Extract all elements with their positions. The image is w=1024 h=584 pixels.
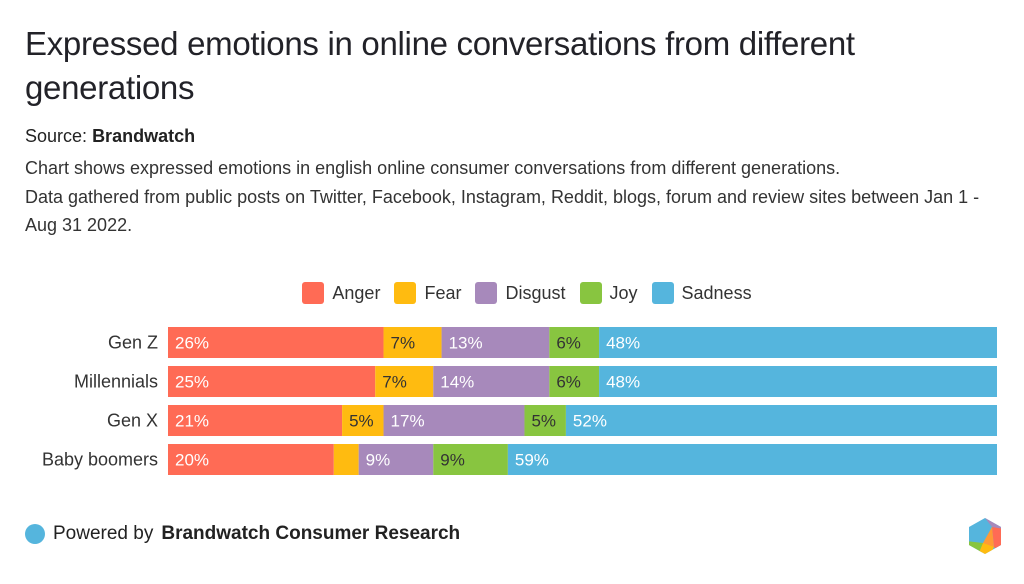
bar-segment-fear[interactable] bbox=[383, 327, 442, 358]
bar-segment-anger[interactable] bbox=[168, 444, 334, 475]
data-label: 21% bbox=[175, 412, 209, 431]
data-label: 52% bbox=[573, 412, 607, 431]
hexagon-logo-icon bbox=[969, 518, 1001, 554]
legend-label: Anger bbox=[332, 282, 381, 303]
bar-segment-fear[interactable] bbox=[342, 405, 384, 436]
data-label: 48% bbox=[606, 334, 640, 353]
legend-label: Joy bbox=[609, 282, 638, 303]
chart-title: Expressed emotions in online conversatio… bbox=[25, 25, 855, 106]
bar-segment-fear[interactable] bbox=[333, 444, 359, 475]
bar-segment-joy[interactable] bbox=[549, 366, 600, 397]
data-label: 13% bbox=[449, 334, 483, 353]
data-label: 6% bbox=[556, 373, 581, 392]
legend-item-sadness[interactable]: Sadness bbox=[651, 282, 752, 304]
bar-segment-sadness[interactable] bbox=[599, 366, 997, 397]
legend-swatch bbox=[475, 282, 498, 304]
description-line: Chart shows expressed emotions in englis… bbox=[25, 158, 841, 178]
data-label: 26% bbox=[175, 334, 209, 353]
data-label: 9% bbox=[366, 451, 391, 470]
bar-segment-joy[interactable] bbox=[433, 444, 508, 475]
brand-dot-icon bbox=[25, 524, 45, 544]
legend-item-disgust[interactable]: Disgust bbox=[475, 282, 566, 304]
legend-swatch bbox=[651, 282, 674, 304]
powered-name: Brandwatch Consumer Research bbox=[161, 523, 461, 544]
data-label: 5% bbox=[349, 412, 374, 431]
chart-legend: Anger Fear Disgust Joy Sadness bbox=[0, 282, 1024, 304]
data-label: 20% bbox=[175, 451, 209, 470]
bar-segment-disgust[interactable] bbox=[433, 366, 550, 397]
data-label: 7% bbox=[391, 334, 416, 353]
bar-segment-anger[interactable] bbox=[168, 327, 384, 358]
bar-segment-sadness[interactable] bbox=[599, 327, 997, 358]
data-label: 59% bbox=[515, 451, 549, 470]
source-line: Source: Brandwatch bbox=[25, 124, 195, 148]
chart-description: Chart shows expressed emotions in englis… bbox=[25, 154, 1015, 240]
data-label: 17% bbox=[391, 412, 425, 431]
bar-row: Millennials 25% 7% 14% 6% 48% bbox=[74, 366, 997, 397]
bar-segment-fear[interactable] bbox=[375, 366, 434, 397]
legend-swatch bbox=[394, 282, 417, 304]
legend-item-anger[interactable]: Anger bbox=[302, 282, 380, 304]
category-label: Gen Z bbox=[108, 333, 158, 353]
bar-row: Gen X 21% 5% 17% 5% 52% bbox=[107, 405, 997, 436]
category-label: Gen X bbox=[107, 411, 158, 431]
bar-segment-sadness[interactable] bbox=[507, 444, 997, 475]
bar-segment-disgust[interactable] bbox=[358, 444, 434, 475]
data-label: 14% bbox=[440, 373, 474, 392]
legend-swatch bbox=[579, 282, 602, 304]
footer: Powered by Brandwatch Consumer Research bbox=[25, 523, 460, 545]
legend-label: Sadness bbox=[681, 282, 752, 303]
bar-segment-disgust[interactable] bbox=[441, 327, 550, 358]
legend-item-joy[interactable]: Joy bbox=[579, 282, 638, 304]
data-label: 5% bbox=[531, 412, 556, 431]
bar-segment-joy[interactable] bbox=[549, 327, 600, 358]
legend-swatch bbox=[302, 282, 325, 304]
data-label: 7% bbox=[382, 373, 407, 392]
bar-row: Baby boomers 20% 9% 9% 59% bbox=[42, 444, 997, 475]
bar-segment-disgust[interactable] bbox=[383, 405, 525, 436]
description-line: Data gathered from public posts on Twitt… bbox=[25, 186, 980, 236]
source-prefix: Source: bbox=[25, 126, 88, 146]
data-label: 9% bbox=[440, 451, 465, 470]
bar-segment-joy[interactable] bbox=[524, 405, 566, 436]
category-label: Baby boomers bbox=[42, 450, 158, 470]
category-label: Millennials bbox=[74, 372, 158, 392]
legend-label: Disgust bbox=[505, 282, 566, 303]
data-label: 48% bbox=[606, 373, 640, 392]
bar-segment-sadness[interactable] bbox=[565, 405, 997, 436]
data-label: 25% bbox=[175, 373, 209, 392]
bar-row: Gen Z 26% 7% 13% 6% 48% bbox=[108, 327, 997, 358]
source-name: Brandwatch bbox=[92, 126, 196, 146]
bar-segment-anger[interactable] bbox=[168, 405, 343, 436]
legend-label: Fear bbox=[424, 282, 462, 303]
powered-prefix: Powered by bbox=[53, 523, 154, 544]
bar-segment-anger[interactable] bbox=[168, 366, 376, 397]
legend-item-fear[interactable]: Fear bbox=[394, 282, 461, 304]
data-label: 6% bbox=[556, 334, 581, 353]
